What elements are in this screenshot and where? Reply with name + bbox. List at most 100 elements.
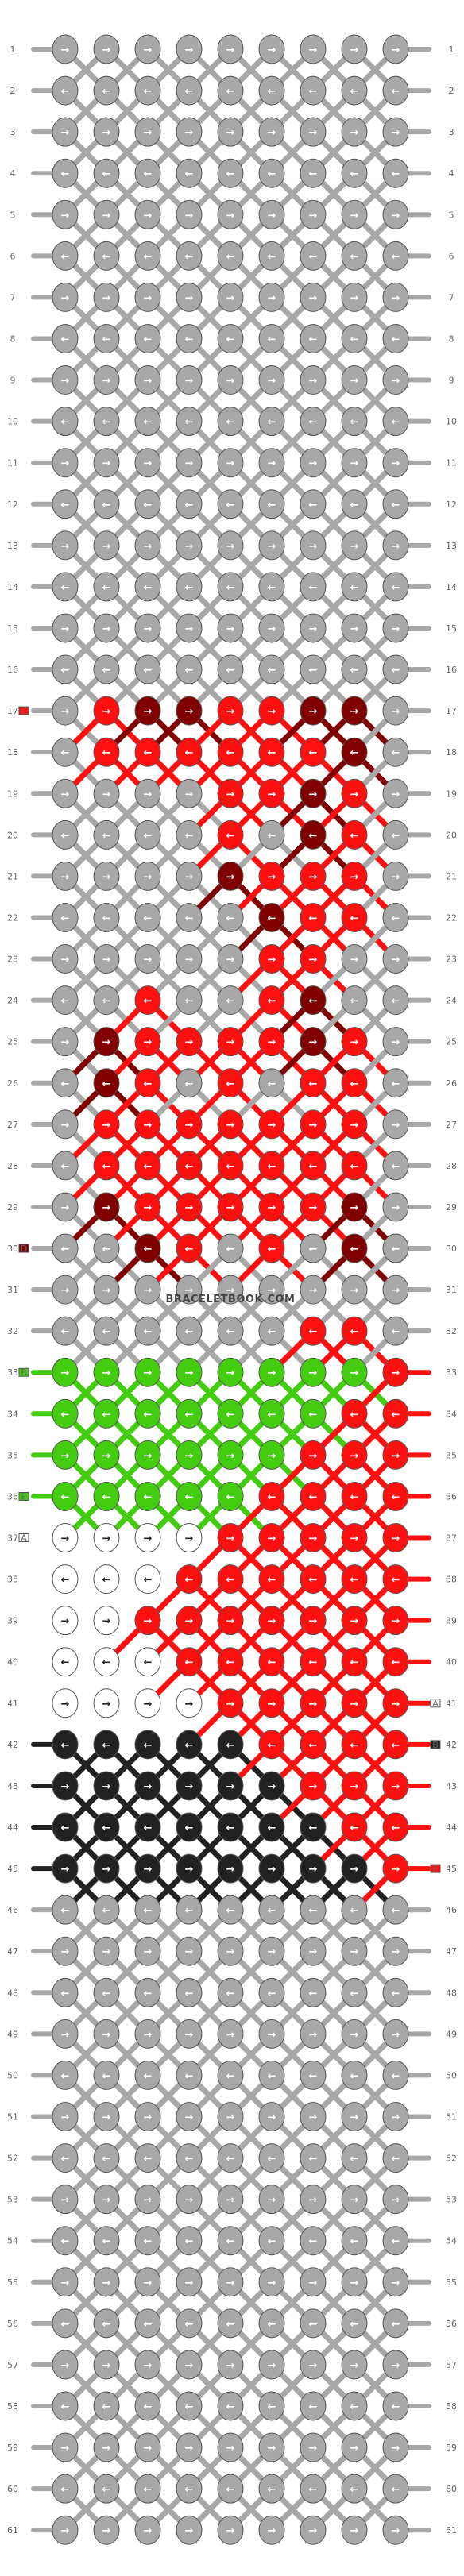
knot: → (217, 2019, 244, 2049)
row-label-left: 27 (7, 1120, 18, 1130)
knot: → (134, 199, 161, 229)
knot-arrow: → (309, 871, 318, 883)
knot: → (93, 365, 120, 395)
knot: → (134, 2185, 161, 2215)
knot-arrow: ← (268, 1905, 276, 1917)
knot: ← (217, 1398, 244, 1429)
knot-arrow: ← (185, 1326, 194, 1338)
knot-arrow: ← (226, 334, 235, 345)
row-label-right: 48 (446, 1988, 457, 1998)
knot-arrow: → (392, 458, 400, 470)
row-label-left: 2 (10, 86, 16, 96)
knot-arrow: → (185, 210, 194, 222)
knot-arrow: → (309, 1120, 318, 1132)
knot: → (341, 696, 368, 726)
knot-arrow: → (226, 458, 235, 470)
row-label-right: 11 (446, 458, 457, 469)
knot-arrow: ← (226, 2070, 235, 2082)
knot-arrow: ← (268, 830, 276, 842)
knot: ← (134, 323, 161, 353)
knot: ← (176, 654, 203, 684)
knot-arrow: ← (268, 1161, 276, 1173)
knot-arrow: ← (61, 2154, 70, 2165)
knot: ← (300, 1895, 327, 1925)
knot: → (134, 944, 161, 974)
knot-arrow: ← (226, 499, 235, 511)
row-label-left: 30 (7, 1244, 18, 1254)
knot-arrow: → (309, 127, 318, 139)
knot: ← (300, 737, 327, 767)
knot: → (341, 1606, 368, 1636)
knot: ← (382, 1151, 409, 1181)
knot: ← (176, 1151, 203, 1181)
knot-arrow: ← (309, 2484, 318, 2496)
knot: → (217, 2515, 244, 2545)
knot-arrow: → (185, 2277, 194, 2289)
knot: ← (176, 1564, 203, 1595)
knot: → (258, 861, 285, 891)
knot-arrow: → (350, 623, 359, 635)
knot-arrow: → (185, 1367, 194, 1379)
knot-arrow: → (226, 210, 235, 222)
knot-arrow: ← (268, 1491, 276, 1503)
knot: → (300, 282, 327, 312)
knot: ← (176, 572, 203, 602)
row-label-left: 44 (7, 1822, 18, 1833)
knot: ← (217, 1068, 244, 1098)
knot: ← (134, 1398, 161, 1429)
knot-arrow: ← (144, 2070, 153, 2082)
knot: → (52, 1109, 79, 1140)
knot-arrow: ← (226, 665, 235, 677)
knot-arrow: ← (226, 747, 235, 759)
knot-arrow: ← (102, 1988, 111, 1999)
knot: ← (93, 407, 120, 437)
knot: ← (52, 1812, 79, 1842)
knot: → (382, 696, 409, 726)
knot: → (52, 530, 79, 561)
knot-arrow: → (102, 1699, 111, 1710)
knot: → (52, 34, 79, 64)
row-label-left: 45 (7, 1864, 18, 1874)
knot-arrow: → (185, 789, 194, 800)
knot: → (176, 365, 203, 395)
knot: ← (176, 1647, 203, 1677)
knot: → (52, 2350, 79, 2380)
knot-arrow: → (309, 706, 318, 718)
knot: → (341, 1523, 368, 1553)
knot: → (258, 696, 285, 726)
string-tag: B (430, 1740, 441, 1750)
knot: ← (134, 2308, 161, 2339)
knot-arrow: ← (392, 2236, 400, 2248)
knot-arrow: → (61, 1616, 70, 1628)
knot: ← (341, 572, 368, 602)
knot-arrow: ← (226, 1575, 235, 1587)
knot-arrow: → (268, 1450, 276, 1462)
knot-arrow: ← (268, 1244, 276, 1255)
knot-arrow: ← (268, 1657, 276, 1669)
knot: → (176, 1357, 203, 1387)
knot: → (52, 1936, 79, 1966)
knot: ← (93, 1316, 120, 1346)
knot: ← (258, 572, 285, 602)
knot: → (258, 2185, 285, 2215)
knot: → (300, 2432, 327, 2462)
knot: ← (134, 654, 161, 684)
row-label-right: 41 (446, 1699, 457, 1709)
knot-arrow: → (350, 871, 359, 883)
svg-text:D: D (21, 1244, 27, 1254)
knot: → (217, 1440, 244, 1470)
knot: ← (217, 1564, 244, 1595)
knot: ← (52, 407, 79, 437)
row-label-left: 3 (10, 127, 16, 137)
row-label-left: 42 (7, 1740, 18, 1750)
knot: ← (382, 2308, 409, 2339)
knot-arrow: ← (185, 2484, 194, 2496)
knot: ← (52, 75, 79, 106)
knot-arrow: → (102, 44, 111, 56)
knot: → (52, 282, 79, 312)
knot: ← (341, 75, 368, 106)
knot: ← (93, 1895, 120, 1925)
knot: → (52, 365, 79, 395)
knot: → (217, 1688, 244, 1718)
knot: → (258, 2102, 285, 2131)
